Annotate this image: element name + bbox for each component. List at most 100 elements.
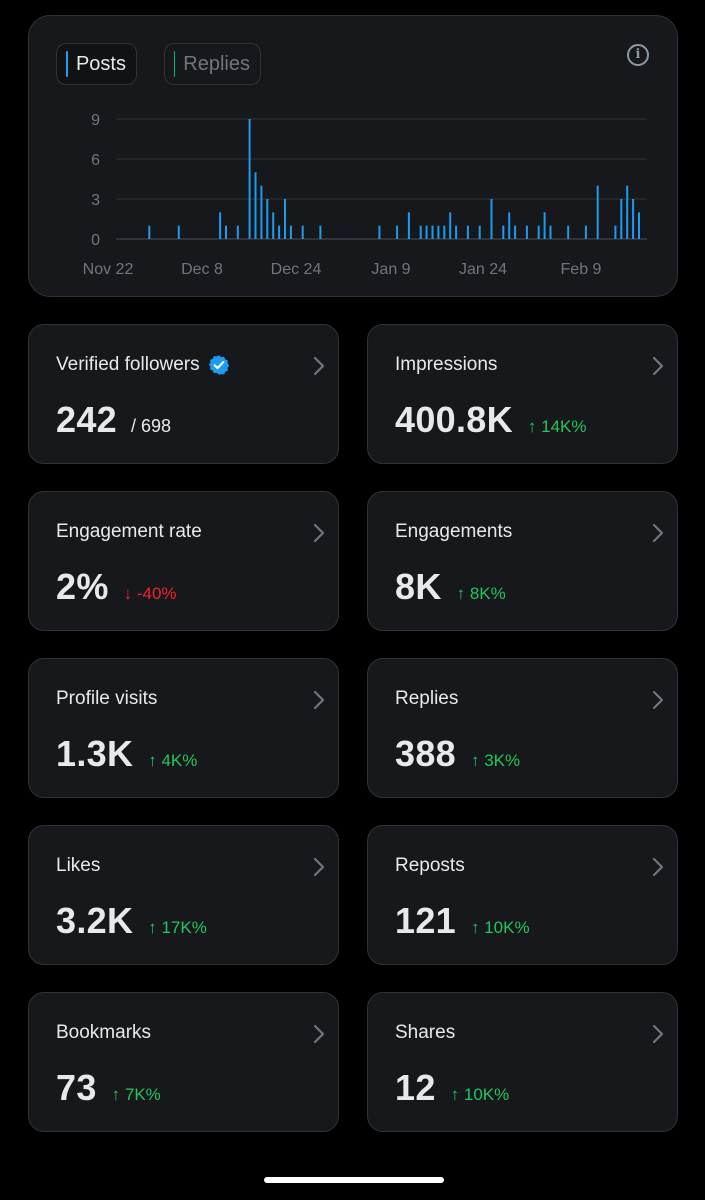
chevron-right-icon[interactable] bbox=[312, 1024, 326, 1044]
bar[interactable] bbox=[396, 225, 399, 239]
x-tick-label: Feb 9 bbox=[561, 261, 602, 278]
bar[interactable] bbox=[260, 185, 263, 239]
bar[interactable] bbox=[525, 225, 528, 239]
stat-label-text: Reposts bbox=[395, 855, 465, 876]
stat-value-row: 2% ↓ -40% bbox=[56, 566, 177, 608]
stat-delta: ↑ 14K% bbox=[527, 417, 587, 436]
stat-label-text: Shares bbox=[395, 1022, 456, 1043]
bar[interactable] bbox=[407, 212, 410, 239]
stat-card-verified-followers[interactable]: Verified followers 242 / 698 bbox=[28, 324, 339, 464]
bar[interactable] bbox=[584, 225, 587, 239]
bar[interactable] bbox=[301, 225, 304, 239]
home-indicator[interactable] bbox=[264, 1177, 444, 1183]
stat-value: 242 bbox=[56, 399, 117, 440]
stat-value: 1.3K bbox=[56, 733, 134, 774]
bar[interactable] bbox=[466, 225, 469, 239]
stat-label: Reposts bbox=[395, 855, 465, 877]
stat-value: 121 bbox=[395, 900, 456, 941]
chevron-right-icon[interactable] bbox=[312, 857, 326, 877]
chevron-right-icon[interactable] bbox=[651, 523, 665, 543]
stat-delta: ↑ 17K% bbox=[148, 918, 207, 937]
bar[interactable] bbox=[490, 199, 493, 239]
bar[interactable] bbox=[254, 172, 257, 239]
stat-label: Engagements bbox=[395, 521, 512, 543]
bar[interactable] bbox=[248, 119, 251, 239]
bar[interactable] bbox=[266, 199, 269, 239]
analytics-chart-card: Posts Replies i 0 3 6 9 Nov 22 Dec 8 Dec 24 Jan… bbox=[28, 15, 678, 297]
stat-label: Bookmarks bbox=[56, 1022, 151, 1044]
bar[interactable] bbox=[455, 225, 458, 239]
bar[interactable] bbox=[219, 212, 222, 239]
stat-label-text: Likes bbox=[56, 855, 101, 876]
bar[interactable] bbox=[502, 225, 505, 239]
stat-value-row: 1.3K ↑ 4K% bbox=[56, 733, 197, 775]
stat-card-replies[interactable]: Replies 388 ↑ 3K% bbox=[367, 658, 678, 798]
bar[interactable] bbox=[431, 225, 434, 239]
bar[interactable] bbox=[449, 212, 452, 239]
chevron-right-icon[interactable] bbox=[312, 356, 326, 376]
stat-card-engagement-rate[interactable]: Engagement rate 2% ↓ -40% bbox=[28, 491, 339, 631]
bar[interactable] bbox=[177, 225, 180, 239]
chevron-right-icon[interactable] bbox=[651, 1024, 665, 1044]
bar[interactable] bbox=[632, 199, 635, 239]
stat-card-shares[interactable]: Shares 12 ↑ 10K% bbox=[367, 992, 678, 1132]
bar[interactable] bbox=[148, 225, 151, 239]
stat-card-engagements[interactable]: Engagements 8K ↑ 8K% bbox=[367, 491, 678, 631]
stat-label-text: Bookmarks bbox=[56, 1022, 152, 1043]
bar[interactable] bbox=[626, 185, 629, 239]
tab-replies[interactable]: Replies bbox=[164, 43, 261, 85]
bar[interactable] bbox=[514, 225, 517, 239]
chevron-right-icon[interactable] bbox=[312, 523, 326, 543]
bar[interactable] bbox=[278, 225, 281, 239]
stat-label-text: Verified followers bbox=[56, 354, 200, 375]
stat-card-likes[interactable]: Likes 3.2K ↑ 17K% bbox=[28, 825, 339, 965]
bar[interactable] bbox=[443, 225, 446, 239]
bar[interactable] bbox=[508, 212, 511, 239]
bar[interactable] bbox=[567, 225, 570, 239]
stat-card-bookmarks[interactable]: Bookmarks 73 ↑ 7K% bbox=[28, 992, 339, 1132]
bar[interactable] bbox=[543, 212, 546, 239]
bar[interactable] bbox=[236, 225, 239, 239]
bar[interactable] bbox=[614, 225, 617, 239]
tab-posts[interactable]: Posts bbox=[56, 43, 137, 85]
y-tick-label: 9 bbox=[91, 112, 100, 129]
bar[interactable] bbox=[596, 185, 599, 239]
bar[interactable] bbox=[549, 225, 552, 239]
bar[interactable] bbox=[319, 225, 322, 239]
stat-card-impressions[interactable]: Impressions 400.8K ↑ 14K% bbox=[367, 324, 678, 464]
bar[interactable] bbox=[289, 225, 292, 239]
stat-value-row: 8K ↑ 8K% bbox=[395, 566, 506, 608]
bar[interactable] bbox=[225, 225, 227, 239]
bar[interactable] bbox=[272, 212, 275, 239]
bar[interactable] bbox=[437, 225, 440, 239]
stat-card-reposts[interactable]: Reposts 121 ↑ 10K% bbox=[367, 825, 678, 965]
stat-label-text: Profile visits bbox=[56, 688, 158, 709]
stat-label: Replies bbox=[395, 688, 458, 710]
x-tick-label: Jan 9 bbox=[371, 261, 410, 278]
x-tick-label: Dec 8 bbox=[181, 261, 223, 278]
bar[interactable] bbox=[419, 225, 422, 239]
x-tick-label: Dec 24 bbox=[271, 261, 322, 278]
stat-value-row: 242 / 698 bbox=[56, 399, 171, 441]
chevron-right-icon[interactable] bbox=[312, 690, 326, 710]
posts-bar-chart: 0 3 6 9 Nov 22 Dec 8 Dec 24 Jan 9 Jan 24 Feb 9 bbox=[83, 112, 647, 278]
chevron-right-icon[interactable] bbox=[651, 690, 665, 710]
bar[interactable] bbox=[537, 225, 540, 239]
bar[interactable] bbox=[425, 225, 428, 239]
bar[interactable] bbox=[638, 212, 640, 239]
stat-value: 12 bbox=[395, 1067, 436, 1108]
stat-value: 2% bbox=[56, 566, 109, 607]
stat-card-profile-visits[interactable]: Profile visits 1.3K ↑ 4K% bbox=[28, 658, 339, 798]
x-tick-label: Nov 22 bbox=[83, 261, 134, 278]
stat-label-text: Replies bbox=[395, 688, 459, 709]
bar[interactable] bbox=[284, 199, 286, 239]
bar[interactable] bbox=[378, 225, 381, 239]
stat-label: Profile visits bbox=[56, 688, 157, 710]
info-icon[interactable]: i bbox=[627, 44, 649, 66]
bar[interactable] bbox=[478, 225, 481, 239]
stat-value: 8K bbox=[395, 566, 442, 607]
chevron-right-icon[interactable] bbox=[651, 857, 665, 877]
bar[interactable] bbox=[620, 199, 623, 239]
stat-label: Verified followers bbox=[56, 354, 230, 376]
chevron-right-icon[interactable] bbox=[651, 356, 665, 376]
